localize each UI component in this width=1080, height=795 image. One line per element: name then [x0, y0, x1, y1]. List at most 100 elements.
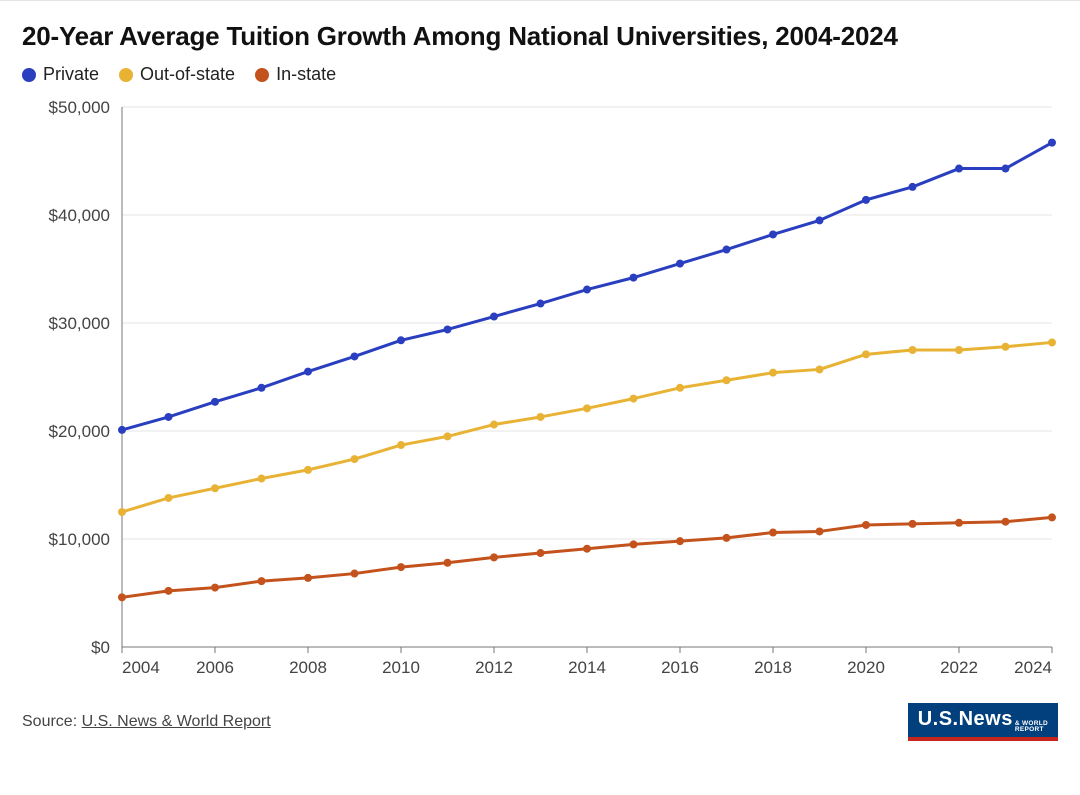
series-marker-private — [909, 183, 917, 191]
series-marker-out_of_state — [909, 346, 917, 354]
x-axis-label: 2006 — [196, 658, 234, 677]
series-line-in_state — [122, 517, 1052, 597]
series-marker-out_of_state — [211, 484, 219, 492]
series-marker-out_of_state — [537, 413, 545, 421]
series-marker-private — [397, 336, 405, 344]
legend-item-out_of_state: Out-of-state — [119, 64, 235, 85]
series-marker-out_of_state — [1002, 343, 1010, 351]
series-marker-private — [816, 216, 824, 224]
x-axis-label: 2024 — [1014, 658, 1052, 677]
series-marker-out_of_state — [816, 365, 824, 373]
series-marker-in_state — [165, 587, 173, 595]
series-marker-in_state — [1002, 518, 1010, 526]
y-axis-label: $10,000 — [49, 530, 110, 549]
series-marker-out_of_state — [165, 494, 173, 502]
series-marker-in_state — [816, 527, 824, 535]
series-marker-private — [211, 398, 219, 406]
series-marker-private — [537, 300, 545, 308]
series-marker-private — [1048, 139, 1056, 147]
legend-item-private: Private — [22, 64, 99, 85]
usnews-logo-main: U.S.News — [918, 709, 1013, 729]
y-axis-label: $40,000 — [49, 206, 110, 225]
series-marker-in_state — [304, 574, 312, 582]
legend-label: Private — [43, 64, 99, 85]
series-marker-out_of_state — [955, 346, 963, 354]
series-marker-in_state — [630, 540, 638, 548]
series-marker-in_state — [351, 570, 359, 578]
series-marker-private — [723, 246, 731, 254]
series-marker-in_state — [118, 593, 126, 601]
chart-title: 20-Year Average Tuition Growth Among Nat… — [22, 21, 1058, 52]
chart-legend: Private Out-of-state In-state — [22, 64, 1058, 85]
y-axis-label: $30,000 — [49, 314, 110, 333]
series-marker-in_state — [769, 529, 777, 537]
series-marker-out_of_state — [397, 441, 405, 449]
legend-swatch — [255, 68, 269, 82]
series-marker-out_of_state — [769, 369, 777, 377]
series-line-out_of_state — [122, 342, 1052, 512]
series-marker-in_state — [723, 534, 731, 542]
source-link[interactable]: U.S. News & World Report — [82, 713, 271, 730]
source-text: Source: U.S. News & World Report — [22, 713, 271, 731]
x-axis-label: 2008 — [289, 658, 327, 677]
series-marker-private — [351, 352, 359, 360]
series-marker-private — [258, 384, 266, 392]
x-axis-label: 2012 — [475, 658, 513, 677]
series-marker-out_of_state — [351, 455, 359, 463]
x-axis-label: 2010 — [382, 658, 420, 677]
legend-label: In-state — [276, 64, 336, 85]
series-marker-out_of_state — [676, 384, 684, 392]
series-marker-in_state — [1048, 513, 1056, 521]
x-axis-label: 2022 — [940, 658, 978, 677]
series-marker-private — [676, 260, 684, 268]
series-marker-in_state — [258, 577, 266, 585]
series-marker-out_of_state — [304, 466, 312, 474]
series-marker-out_of_state — [862, 350, 870, 358]
y-axis-label: $0 — [91, 638, 110, 657]
legend-item-in_state: In-state — [255, 64, 336, 85]
series-marker-out_of_state — [723, 376, 731, 384]
series-marker-in_state — [444, 559, 452, 567]
series-marker-in_state — [211, 584, 219, 592]
series-marker-private — [583, 286, 591, 294]
x-axis-label: 2020 — [847, 658, 885, 677]
series-marker-in_state — [490, 553, 498, 561]
usnews-logo-sub: & WORLD REPORT — [1015, 721, 1048, 733]
y-axis-label: $20,000 — [49, 422, 110, 441]
series-marker-out_of_state — [258, 475, 266, 483]
x-axis-label: 2004 — [122, 658, 160, 677]
series-marker-private — [769, 230, 777, 238]
series-marker-out_of_state — [490, 421, 498, 429]
series-marker-in_state — [537, 549, 545, 557]
series-marker-out_of_state — [118, 508, 126, 516]
series-marker-private — [1002, 165, 1010, 173]
series-marker-private — [118, 426, 126, 434]
series-marker-out_of_state — [444, 432, 452, 440]
x-axis-label: 2016 — [661, 658, 699, 677]
chart-footer: Source: U.S. News & World Report U.S.New… — [22, 703, 1058, 741]
series-marker-in_state — [862, 521, 870, 529]
series-marker-private — [304, 368, 312, 376]
series-marker-out_of_state — [630, 395, 638, 403]
series-marker-in_state — [583, 545, 591, 553]
series-marker-private — [630, 274, 638, 282]
legend-swatch — [22, 68, 36, 82]
series-marker-private — [490, 313, 498, 321]
series-marker-in_state — [909, 520, 917, 528]
series-marker-in_state — [955, 519, 963, 527]
legend-label: Out-of-state — [140, 64, 235, 85]
series-marker-in_state — [676, 537, 684, 545]
y-axis-label: $50,000 — [49, 98, 110, 117]
source-prefix: Source: — [22, 713, 82, 730]
usnews-logo: U.S.News & WORLD REPORT — [908, 703, 1058, 741]
legend-swatch — [119, 68, 133, 82]
chart-svg: $0 $10,000 $20,000 $30,000 $40,000 $50,000 200… — [22, 97, 1058, 687]
chart-card: 20-Year Average Tuition Growth Among Nat… — [0, 0, 1080, 795]
series-marker-private — [955, 165, 963, 173]
series-marker-private — [862, 196, 870, 204]
x-axis-label: 2018 — [754, 658, 792, 677]
x-axis-label: 2014 — [568, 658, 606, 677]
series-marker-out_of_state — [583, 404, 591, 412]
chart-plot-area: $0 $10,000 $20,000 $30,000 $40,000 $50,000 200… — [22, 97, 1058, 687]
series-marker-in_state — [397, 563, 405, 571]
